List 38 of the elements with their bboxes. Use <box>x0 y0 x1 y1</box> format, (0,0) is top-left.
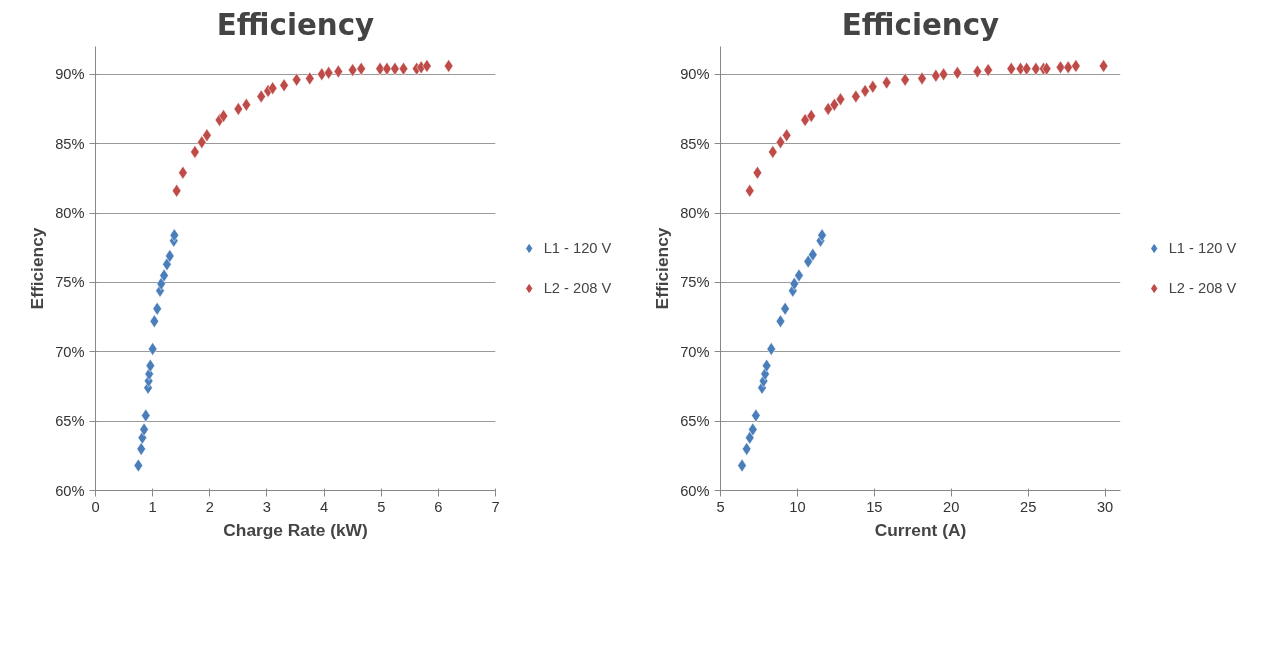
x-tick-label: 25 <box>1020 498 1037 515</box>
x-tick-label: 20 <box>943 498 960 515</box>
x-tick-label: 15 <box>866 498 883 515</box>
y-tick-label: 85% <box>55 135 85 152</box>
x-tick-label: 3 <box>262 498 272 515</box>
x-tick-label: 10 <box>789 498 806 515</box>
y-tick-label: 65% <box>55 413 85 430</box>
x-tick-label: 5 <box>716 498 725 515</box>
y-tick-label: 65% <box>680 413 710 430</box>
y-tick-label: 60% <box>55 482 85 499</box>
y-tick-label: 75% <box>55 274 85 291</box>
y-tick-label: 90% <box>55 66 85 83</box>
y-axis-title: Efficiency <box>652 227 673 310</box>
y-tick-label: 80% <box>55 205 85 221</box>
x-tick-label: 1 <box>148 498 157 515</box>
legend-label: L2 - 208 V <box>543 280 612 296</box>
legend-label: L1 - 120 V <box>1168 240 1237 256</box>
y-tick-label: 80% <box>680 205 710 221</box>
x-tick-label: 0 <box>91 498 100 515</box>
y-tick-label: 75% <box>680 274 710 291</box>
y-tick-label: 70% <box>55 343 85 360</box>
y-axis-title: Efficiency <box>27 227 48 310</box>
x-axis-title: Charge Rate (kW) <box>223 519 368 540</box>
legend-label: L1 - 120 V <box>543 240 612 256</box>
y-tick-label: 70% <box>680 343 710 360</box>
chart-title: Efficiency <box>216 7 375 42</box>
legend-label: L2 - 208 V <box>1168 280 1237 296</box>
x-axis-title: Current (A) <box>874 519 967 540</box>
x-tick-label: 30 <box>1096 498 1114 515</box>
x-tick-label: 7 <box>491 498 500 515</box>
y-tick-label: 60% <box>680 482 710 499</box>
x-tick-label: 2 <box>205 498 214 515</box>
y-tick-label: 90% <box>680 66 710 83</box>
chart-title: Efficiency <box>841 7 1000 42</box>
x-tick-label: 5 <box>377 498 386 515</box>
x-tick-label: 6 <box>434 498 443 515</box>
y-tick-label: 85% <box>680 135 710 152</box>
x-tick-label: 4 <box>320 498 329 515</box>
